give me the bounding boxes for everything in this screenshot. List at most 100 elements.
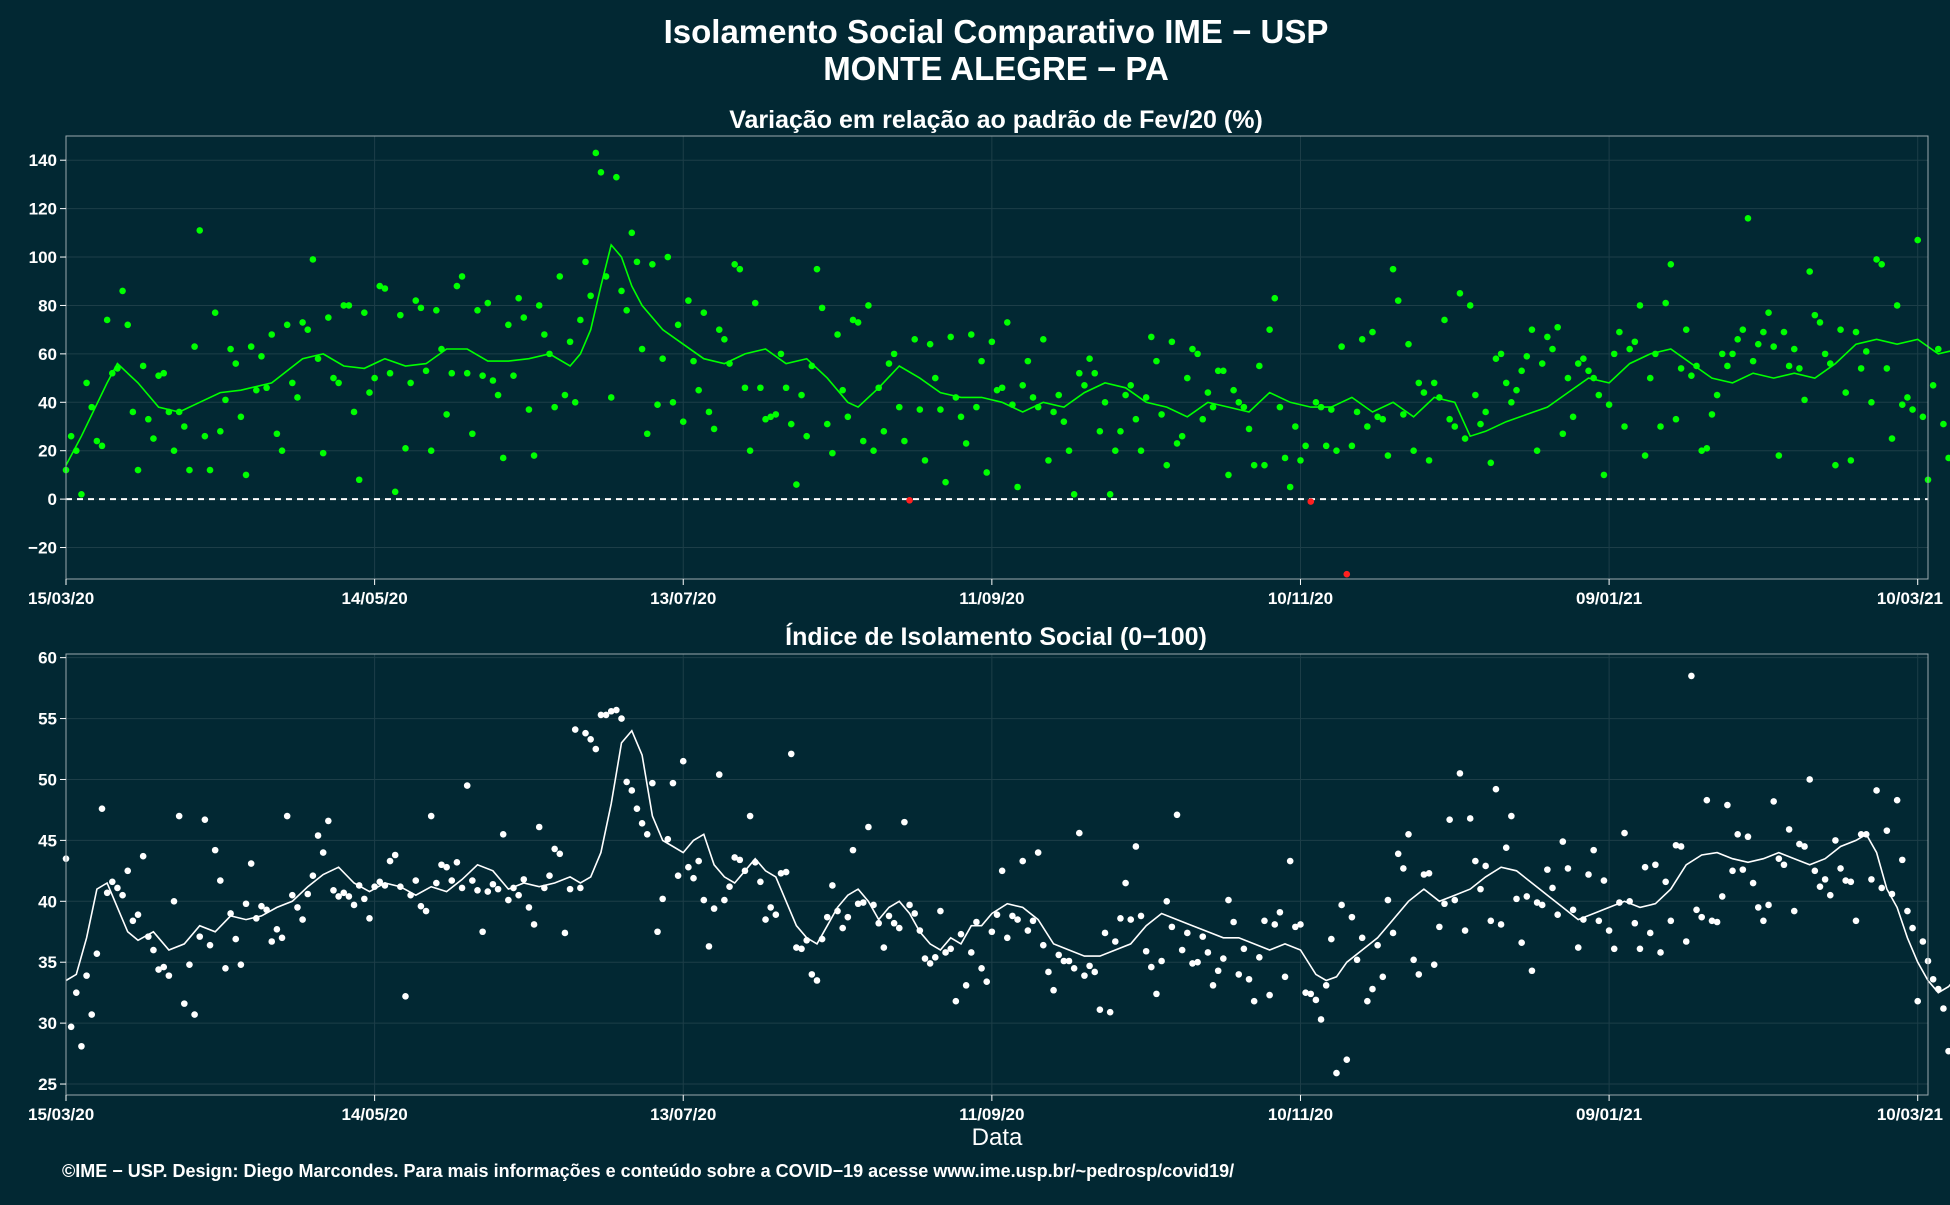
data-point: [1472, 391, 1479, 399]
data-point: [1631, 919, 1639, 927]
x-tick-label: 10/03/21: [1877, 1105, 1943, 1124]
data-point: [1230, 918, 1237, 926]
data-point: [325, 817, 332, 825]
data-point: [613, 173, 620, 181]
data-point: [1667, 261, 1675, 268]
data-point: [1220, 367, 1227, 375]
data-point: [1240, 945, 1248, 953]
data-point: [515, 891, 522, 899]
data-point: [1883, 827, 1891, 834]
data-point: [386, 369, 394, 377]
data-point: [1703, 444, 1711, 452]
x-tick-label: 13/07/20: [650, 589, 716, 608]
data-point: [278, 934, 286, 942]
data-point: [947, 333, 955, 341]
data-point: [1780, 861, 1788, 869]
data-point: [1451, 423, 1459, 430]
data-point: [1801, 843, 1808, 850]
data-point: [1430, 961, 1438, 968]
x-tick-label: 11/09/20: [959, 1105, 1024, 1124]
data-point: [1945, 454, 1950, 462]
data-point: [1508, 398, 1515, 406]
data-point: [1101, 929, 1109, 937]
data-point: [1348, 913, 1356, 921]
data-point: [1929, 382, 1937, 389]
data-point: [1796, 365, 1803, 372]
data-point: [1801, 396, 1808, 404]
data-point: [633, 258, 641, 266]
data-point: [1086, 962, 1093, 970]
data-point: [211, 846, 219, 854]
data-point: [273, 430, 281, 438]
data-point: [1209, 982, 1217, 989]
data-point: [607, 707, 615, 715]
data-point: [921, 955, 929, 962]
data-point: [1075, 369, 1083, 377]
data-point: [1441, 316, 1448, 324]
data-point: [921, 457, 929, 464]
data-point: [1744, 215, 1752, 222]
data-point: [1626, 345, 1633, 353]
index-panel: 25 30 35 40 45 50 55 60 15/03/20 14/05/20 13/07/20…: [28, 649, 1950, 1124]
data-point: [736, 265, 744, 273]
data-point: [1898, 856, 1906, 864]
data-point: [890, 919, 898, 927]
data-point: [1502, 844, 1510, 851]
data-point: [1117, 428, 1124, 435]
data-point: [772, 911, 780, 919]
data-point: [1142, 947, 1150, 955]
data-point: [1081, 382, 1088, 389]
y-tick-label: 0: [48, 490, 57, 509]
data-point: [674, 321, 682, 329]
data-point: [597, 711, 605, 719]
data-point: [1410, 447, 1417, 454]
data-point: [1050, 408, 1057, 416]
data-point: [1024, 927, 1032, 934]
data-point: [453, 282, 461, 290]
data-point: [962, 440, 970, 447]
data-point: [206, 941, 214, 949]
data-point: [222, 965, 229, 972]
data-point: [448, 369, 456, 377]
data-point: [1564, 374, 1572, 382]
data-point: [1009, 912, 1016, 920]
data-point: [361, 309, 368, 317]
data-point: [1508, 812, 1515, 820]
data-point: [273, 926, 281, 933]
data-point: [484, 299, 492, 307]
data-point: [1682, 326, 1690, 333]
data-point: [407, 379, 414, 387]
data-point: [458, 273, 466, 280]
data-point: [854, 319, 862, 326]
data-point: [237, 413, 245, 421]
data-point: [577, 316, 584, 324]
data-point: [1189, 345, 1196, 353]
data-point: [499, 454, 507, 462]
data-point: [1852, 917, 1860, 925]
data-point: [1333, 1069, 1340, 1077]
data-point: [798, 945, 805, 953]
data-point: [1729, 867, 1736, 875]
x-tick-label: 14/05/20: [342, 589, 408, 608]
data-point: [1122, 391, 1129, 399]
data-point: [371, 374, 378, 382]
data-point: [299, 916, 306, 923]
data-point: [253, 386, 260, 394]
data-point: [1754, 904, 1762, 911]
data-point: [1785, 826, 1793, 833]
data-point: [967, 949, 975, 956]
data-point: [664, 835, 672, 843]
data-point: [1070, 965, 1078, 972]
data-point: [1559, 430, 1567, 438]
data-point: [1595, 917, 1603, 925]
data-point: [787, 420, 795, 428]
data-point: [1014, 483, 1021, 491]
data-point: [1811, 867, 1819, 875]
data-point: [1502, 379, 1510, 387]
data-point: [1641, 452, 1649, 459]
data-point: [1554, 323, 1561, 331]
data-point: [1739, 866, 1747, 873]
data-point: [731, 854, 738, 861]
data-point: [170, 447, 178, 454]
